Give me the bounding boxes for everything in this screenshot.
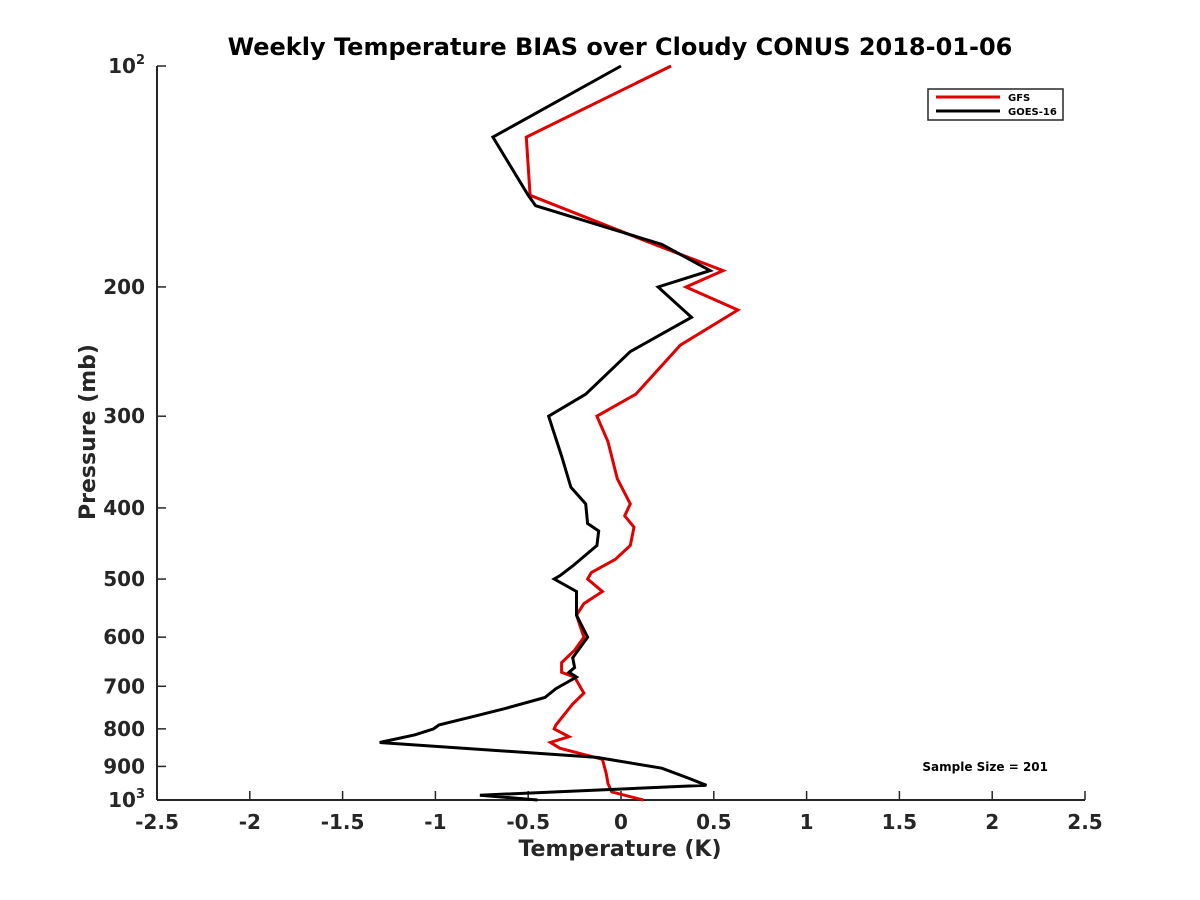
series-line-goes-16 [379,64,714,802]
series-line-gfs [524,64,742,802]
legend-label: GFS [1008,93,1030,104]
x-tick-label: -2.5 [135,810,179,834]
y-tick-label: 300 [103,404,145,428]
y-tick-label: 102 [108,53,145,78]
x-tick-label: 0 [614,810,628,834]
legend-label: GOES-16 [1008,107,1057,118]
sample-size-annotation: Sample Size = 201 [922,760,1048,774]
x-tick-label: -1 [424,810,446,834]
y-tick-label: 103 [108,787,145,812]
plot-area: -2.5 -2 -1.5 -1 -0.5 0 0.5 1 1.5 2 2.5 102 200 300 400… [103,53,1102,834]
y-tick-label: 700 [103,674,145,698]
x-tick-label: 2 [985,810,999,834]
x-tick-label: 2.5 [1067,810,1102,834]
x-axis-label: Temperature (K) [518,837,721,862]
x-tick-label: -1.5 [321,810,365,834]
x-tick-label: 0.5 [696,810,731,834]
x-tick-label: -2 [239,810,261,834]
y-tick-label: 800 [103,717,145,741]
legend: GFS GOES-16 [927,88,1064,121]
legend-box [927,88,1064,121]
y-tick-label: 400 [103,496,145,520]
x-tick-label: 1 [800,810,814,834]
y-tick-label: 500 [103,567,145,591]
x-tick-label: -0.5 [506,810,550,834]
y-tick-label: 200 [103,275,145,299]
y-tick-label: 600 [103,625,145,649]
y-tick-label: 900 [103,754,145,778]
chart-title: Weekly Temperature BIAS over Cloudy CONU… [228,33,1013,61]
x-tick-label: 1.5 [882,810,917,834]
y-axis-label: Pressure (mb) [76,344,101,520]
